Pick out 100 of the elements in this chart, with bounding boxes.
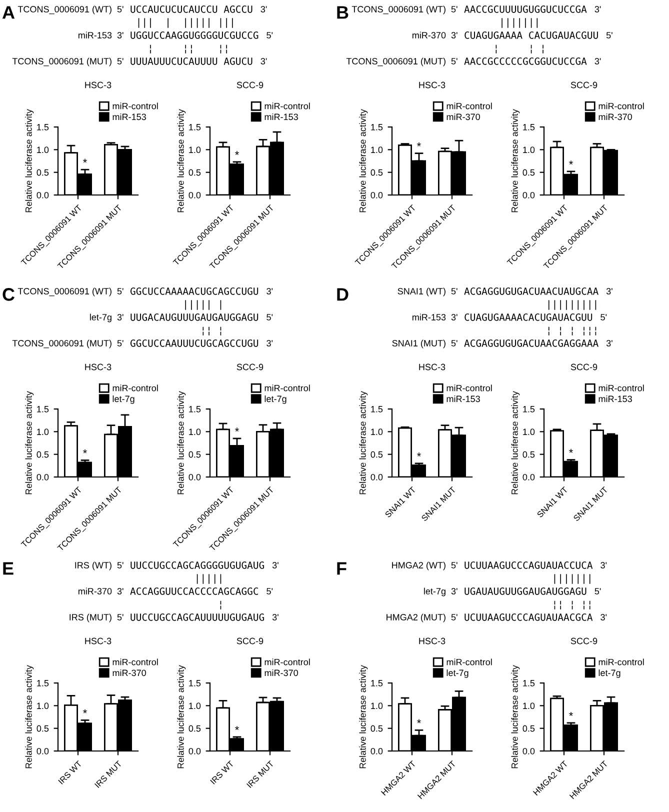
y-tick-label: 0.5 bbox=[370, 451, 383, 458]
text: ||| | ||||| ||| bbox=[138, 18, 233, 28]
y-tick-label: 1.0 bbox=[523, 702, 535, 710]
text: ||||| | bbox=[185, 300, 222, 310]
chart-title: SCC-9 bbox=[236, 364, 264, 370]
text: F bbox=[337, 562, 346, 575]
text: 5' bbox=[451, 340, 458, 346]
y-tick-label: 1.0 bbox=[37, 146, 49, 154]
legend-label: miR-370 bbox=[446, 113, 480, 120]
y-tick-label: 0.5 bbox=[370, 725, 383, 732]
text: TCONS_0006091 (WT) bbox=[18, 288, 112, 296]
annotation: * bbox=[83, 449, 87, 454]
text: miR-370 bbox=[78, 588, 112, 594]
legend-label: miR-153 bbox=[112, 113, 146, 120]
text: 5' bbox=[266, 32, 273, 38]
text: ¦ ¦¦ ¦¦ bbox=[150, 44, 227, 54]
text: 5' bbox=[266, 588, 273, 594]
annotation: * bbox=[83, 709, 87, 714]
text: 5' bbox=[117, 288, 124, 294]
text: B bbox=[337, 6, 348, 19]
text: E bbox=[3, 562, 14, 575]
legend-label: let-7g bbox=[264, 395, 286, 404]
text: 3' bbox=[272, 614, 278, 620]
text: UCUUAAGUCCCAGUAUACCUCA bbox=[464, 561, 593, 569]
y-tick-label: 1.0 bbox=[371, 146, 383, 154]
text: 3' bbox=[117, 314, 124, 320]
y-tick-label: 0.0 bbox=[522, 192, 535, 198]
legend-label: miR-153 bbox=[598, 395, 632, 402]
y-tick-label: 0.0 bbox=[36, 474, 49, 480]
y-tick-label: 1.0 bbox=[189, 428, 201, 436]
text: TCONS_0006091 (MUT) bbox=[12, 58, 112, 66]
y-axis-title: Relative luciferase activity bbox=[177, 109, 186, 212]
y-tick-label: 1.0 bbox=[523, 146, 535, 154]
text: IRS (MUT) bbox=[70, 614, 112, 622]
y-tick-label: 1.5 bbox=[189, 680, 201, 686]
text: 3' bbox=[594, 58, 601, 64]
y-axis-title: Relative luciferase activity bbox=[177, 391, 186, 494]
legend-label: miR-control bbox=[598, 384, 644, 392]
y-tick-label: 0.5 bbox=[522, 725, 535, 732]
text: TCONS_0006091 (WT) bbox=[18, 6, 112, 14]
text: UGAUAUGUUGGAUGAUGGAGU bbox=[464, 587, 586, 595]
legend-label: let-7g bbox=[446, 669, 468, 678]
y-axis-title: Relative luciferase activity bbox=[25, 391, 34, 494]
text: UCUUAAGUCCCAGUAUAACGCA bbox=[464, 613, 593, 621]
text: TCONS_0006091 (WT) bbox=[352, 6, 446, 14]
legend-label: let-7g bbox=[112, 395, 134, 404]
text: miR-153 bbox=[412, 314, 446, 320]
y-tick-label: 0.5 bbox=[36, 451, 49, 458]
text: 5' bbox=[451, 6, 458, 12]
text: 5' bbox=[606, 32, 612, 38]
y-tick-label: 1.5 bbox=[37, 406, 49, 412]
y-axis-title: Relative luciferase activity bbox=[359, 391, 368, 494]
y-axis-title: Relative luciferase activity bbox=[511, 391, 520, 494]
text: AACCGCCCCCGCGGUCUCCGA bbox=[464, 57, 587, 65]
y-tick-label: 0.0 bbox=[36, 192, 49, 198]
annotation: * bbox=[569, 712, 573, 716]
text: 5' bbox=[117, 614, 124, 620]
text: 3' bbox=[117, 588, 124, 594]
legend-label: let-7g bbox=[598, 669, 620, 678]
y-tick-label: 1.0 bbox=[37, 428, 49, 436]
text: miR-370 bbox=[412, 32, 446, 38]
text: IRS (WT) bbox=[75, 562, 112, 570]
chart-title: SCC-9 bbox=[570, 82, 598, 88]
text: 5' bbox=[451, 614, 458, 620]
text: 3' bbox=[266, 288, 273, 294]
text: HMGA2 (MUT) bbox=[386, 614, 446, 622]
y-axis-title: Relative luciferase activity bbox=[511, 665, 520, 768]
text: C bbox=[2, 288, 15, 301]
y-tick-label: 0.0 bbox=[188, 192, 201, 198]
y-axis-title: Relative luciferase activity bbox=[25, 109, 34, 212]
text: 5' bbox=[451, 58, 458, 64]
text: miR-153 bbox=[78, 32, 112, 38]
text: ¦ bbox=[220, 600, 222, 610]
y-tick-label: 1.5 bbox=[371, 680, 383, 686]
y-axis-title: Relative luciferase activity bbox=[177, 665, 186, 768]
y-axis-title: Relative luciferase activity bbox=[359, 665, 368, 768]
y-tick-label: 1.0 bbox=[37, 702, 49, 710]
annotation: * bbox=[569, 448, 573, 453]
chart-title: HSC-3 bbox=[419, 82, 446, 88]
y-tick-label: 0.0 bbox=[36, 748, 49, 754]
text: ||||||||| bbox=[548, 300, 596, 310]
y-tick-label: 0.5 bbox=[370, 169, 383, 176]
chart-title: SCC-9 bbox=[236, 638, 264, 644]
text: ||||||| bbox=[502, 18, 538, 28]
legend-label: miR-370 bbox=[264, 669, 298, 676]
annotation: * bbox=[235, 428, 239, 432]
y-tick-label: 1.5 bbox=[371, 124, 383, 130]
y-tick-label: 0.5 bbox=[36, 725, 49, 732]
text: ||||| bbox=[196, 574, 222, 584]
y-tick-label: 0.0 bbox=[188, 748, 201, 754]
text: ACCAGGUUCCACCCCAGCAGGC bbox=[130, 587, 258, 595]
text: A bbox=[2, 6, 15, 19]
legend-label: miR-control bbox=[264, 384, 310, 392]
text: 3' bbox=[606, 340, 612, 346]
text: 5' bbox=[594, 588, 601, 594]
text: 5' bbox=[600, 314, 607, 320]
text: ¦ ¦ ¦ bbox=[496, 44, 544, 54]
text: ACGAGGUGUGACUAACUAUGCAA bbox=[464, 287, 598, 295]
text: ACGAGGUGUGACUAACGAGGAAA bbox=[464, 339, 598, 347]
text: TCONS_0006091 (MUT) bbox=[346, 58, 446, 66]
